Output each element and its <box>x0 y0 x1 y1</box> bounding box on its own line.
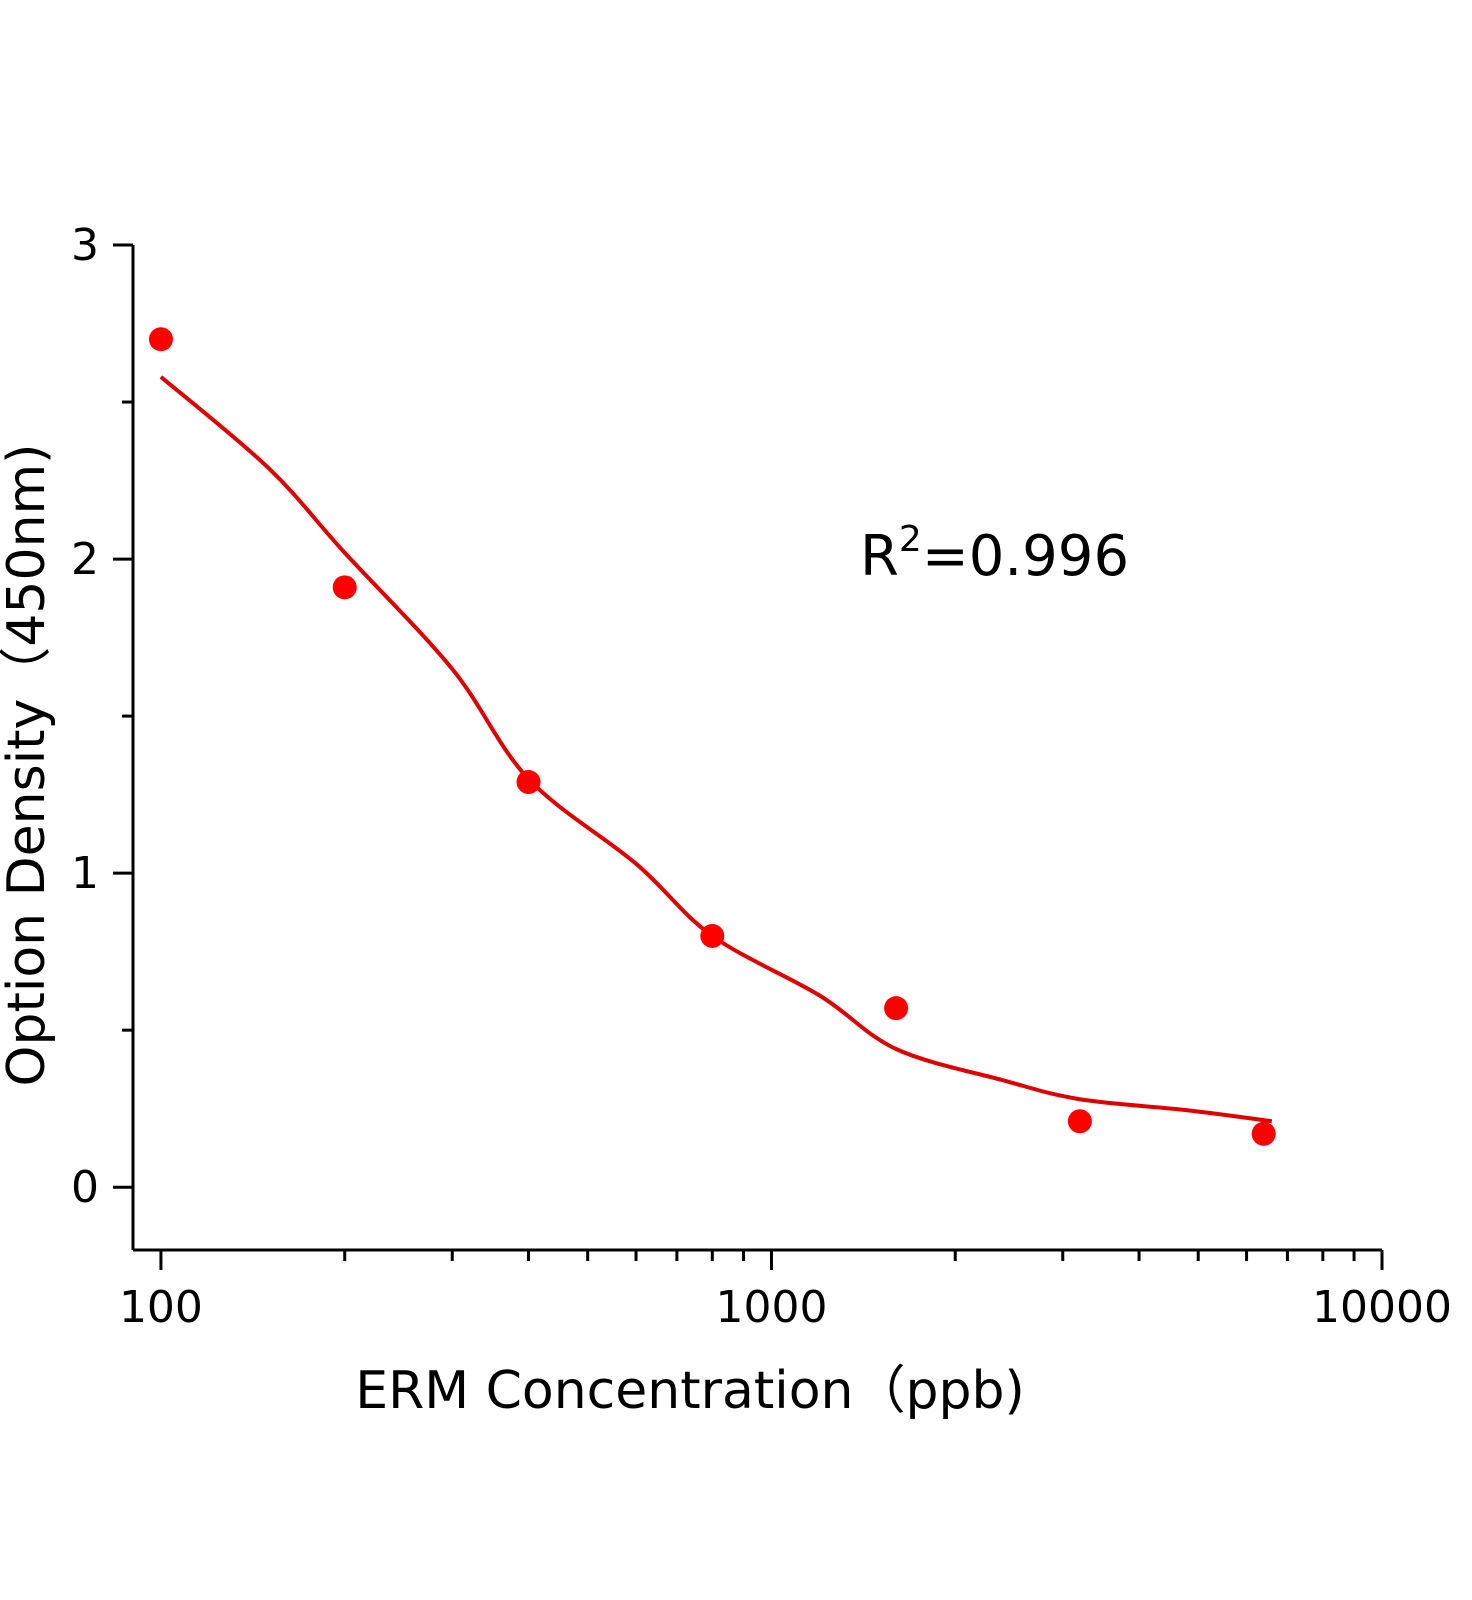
fit-curve <box>159 375 1273 1124</box>
y-tick-label: 0 <box>71 1162 99 1213</box>
x-tick-label: 1000 <box>715 1282 827 1333</box>
data-point <box>148 327 173 352</box>
x-tick-label: 10000 <box>1312 1282 1452 1333</box>
data-point <box>884 996 909 1021</box>
data-point <box>700 923 725 948</box>
fit-curve-layer <box>159 375 1273 1124</box>
x-tick-label: 100 <box>119 1282 203 1333</box>
data-point <box>1251 1121 1276 1146</box>
data-points-layer <box>148 327 1276 1146</box>
y-tick-label: 2 <box>71 534 99 585</box>
axes: 0 1 2 3 100 1000 10000 <box>71 220 1452 1333</box>
y-tick-label: 3 <box>71 220 99 271</box>
data-point <box>332 575 357 600</box>
y-axis-title: Option Density（450nm) <box>0 444 57 1087</box>
y-tick-label: 1 <box>71 848 99 899</box>
data-point <box>1067 1109 1092 1134</box>
r-squared-annotation: R2=0.996 <box>860 519 1129 589</box>
x-axis-title: ERM Concentration（ppb) <box>355 1361 1025 1421</box>
data-point <box>516 770 541 795</box>
